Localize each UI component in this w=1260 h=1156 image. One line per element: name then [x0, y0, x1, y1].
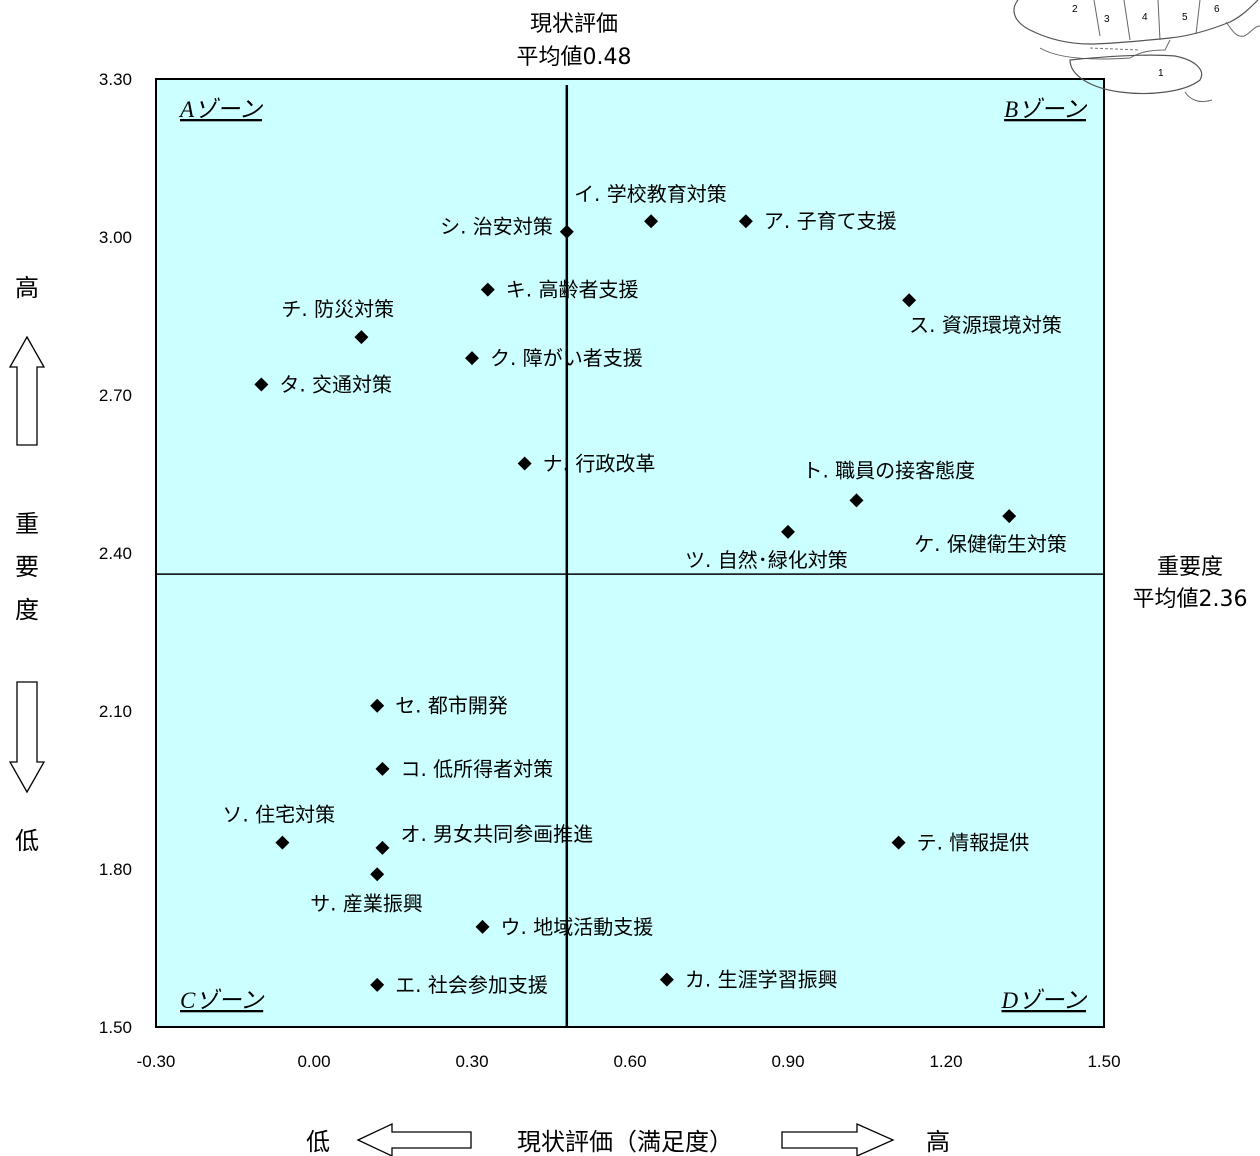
y-axis-title: 高 重 要 度 低	[8, 274, 46, 855]
data-point-label: ツ. 自然･緑化対策	[685, 548, 848, 572]
data-point-marker	[517, 456, 532, 471]
data-point-marker	[738, 214, 753, 229]
data-point-label: チ. 防災対策	[281, 297, 394, 321]
down-arrow-icon	[8, 681, 46, 794]
data-point-label: カ. 生涯学習振興	[685, 968, 838, 992]
map-region-2: 2	[1072, 4, 1078, 15]
data-point-label: セ. 都市開発	[395, 694, 508, 718]
y-axis-title-char-2: 要	[15, 553, 39, 581]
left-arrow-icon	[356, 1122, 472, 1156]
data-point-marker	[254, 377, 269, 392]
data-point-label: ア. 子育て支援	[764, 209, 897, 233]
y-axis-title-char-3: 度	[15, 596, 39, 624]
data-point-label: テ. 情報提供	[917, 831, 1030, 855]
data-point-label: サ. 産業振興	[310, 891, 423, 915]
data-point-label: ナ. 行政改革	[543, 451, 656, 475]
data-point-marker	[375, 840, 390, 855]
mean-y-label-title: 重要度	[1157, 555, 1223, 580]
data-point-label: イ. 学校教育対策	[574, 182, 727, 206]
zone-labels: Aゾーン Bゾーン Cゾーン Dゾーン	[178, 97, 1088, 1013]
data-point-marker	[849, 493, 864, 508]
y-tick-label: 3.30	[99, 70, 132, 89]
data-point-marker	[1002, 509, 1017, 524]
y-tick-label: 3.00	[99, 228, 132, 247]
map-region-1: 1	[1158, 68, 1164, 79]
map-region-3: 3	[1104, 14, 1110, 25]
y-tick-label: 2.10	[99, 702, 132, 721]
y-tick-label: 1.50	[99, 1018, 132, 1037]
x-axis-title-text: 現状評価（満足度）	[517, 1128, 733, 1156]
data-point-label: オ. 男女共同参画推進	[400, 822, 593, 846]
data-points	[254, 214, 1017, 992]
x-tick-labels: -0.30 0.00 0.30 0.60 0.90 1.20 1.50	[137, 1052, 1121, 1071]
y-axis-low-label: 低	[15, 827, 39, 855]
data-point-marker	[891, 835, 906, 850]
data-point-marker	[465, 351, 479, 366]
data-point-marker	[375, 761, 390, 776]
data-point-label: ス. 資源環境対策	[909, 313, 1062, 337]
data-point-marker	[781, 524, 795, 539]
mean-y-label-value: 平均値2.36	[1133, 587, 1248, 612]
zone-a-label: Aゾーン	[178, 97, 264, 122]
x-tick-label: 1.50	[1087, 1052, 1120, 1071]
zone-d-label: Dゾーン	[1001, 988, 1088, 1013]
plot-area	[155, 78, 1105, 1028]
mean-x-label-title: 現状評価	[530, 12, 618, 37]
x-axis-low-label: 低	[306, 1128, 330, 1156]
data-point-label: ト. 職員の接客態度	[802, 458, 975, 482]
data-point-label: コ. 低所得者対策	[400, 757, 553, 781]
data-point-label: タ. 交通対策	[279, 372, 392, 396]
map-thumbnail: 1 2 3 4 5 6	[1013, 0, 1260, 103]
y-tick-label: 2.70	[99, 386, 132, 405]
y-tick-label: 2.40	[99, 544, 132, 563]
data-point-marker	[644, 214, 659, 229]
data-point-marker	[559, 224, 574, 239]
data-point-marker	[370, 698, 385, 713]
data-point-marker	[370, 867, 385, 882]
data-point-marker	[475, 919, 490, 934]
data-point-marker	[902, 293, 917, 308]
map-region-6: 6	[1214, 4, 1220, 15]
x-tick-label: 0.30	[455, 1052, 488, 1071]
x-axis-high-label: 高	[926, 1128, 950, 1156]
y-axis-high-label: 高	[15, 274, 39, 302]
map-region-5: 5	[1182, 12, 1188, 23]
mean-x-label-value: 平均値0.48	[517, 45, 632, 70]
data-point-marker	[480, 282, 495, 297]
right-arrow-icon	[781, 1122, 895, 1156]
x-tick-label: 1.20	[929, 1052, 962, 1071]
data-point-label: ケ. 保健衛生対策	[914, 532, 1067, 556]
data-point-marker	[659, 972, 674, 987]
x-tick-label: 0.60	[613, 1052, 646, 1071]
y-tick-label: 1.80	[99, 860, 132, 879]
x-tick-label: 0.00	[297, 1052, 330, 1071]
data-point-label: ソ. 住宅対策	[222, 803, 335, 827]
data-point-label: シ. 治安対策	[440, 215, 553, 239]
x-tick-label: -0.30	[137, 1052, 176, 1071]
data-point-label: ク. 障がい者支援	[490, 346, 643, 370]
zone-c-label: Cゾーン	[180, 988, 265, 1013]
data-point-label: エ. 社会参加支援	[395, 973, 548, 997]
map-region-4: 4	[1142, 12, 1148, 23]
data-point-label: ウ. 地域活動支援	[501, 915, 654, 939]
y-axis-title-char-1: 重	[15, 510, 39, 538]
data-point-label: キ. 高齢者支援	[506, 278, 639, 302]
x-tick-label: 0.90	[771, 1052, 804, 1071]
data-point-marker	[275, 835, 290, 850]
zone-b-label: Bゾーン	[1004, 97, 1088, 122]
data-point-marker	[354, 330, 369, 345]
y-tick-labels: 1.50 1.80 2.10 2.40 2.70 3.00 3.30	[99, 70, 132, 1037]
up-arrow-icon	[8, 335, 46, 446]
data-point-marker	[370, 977, 385, 992]
x-axis-title: 低 現状評価（満足度） 高	[306, 1122, 950, 1156]
